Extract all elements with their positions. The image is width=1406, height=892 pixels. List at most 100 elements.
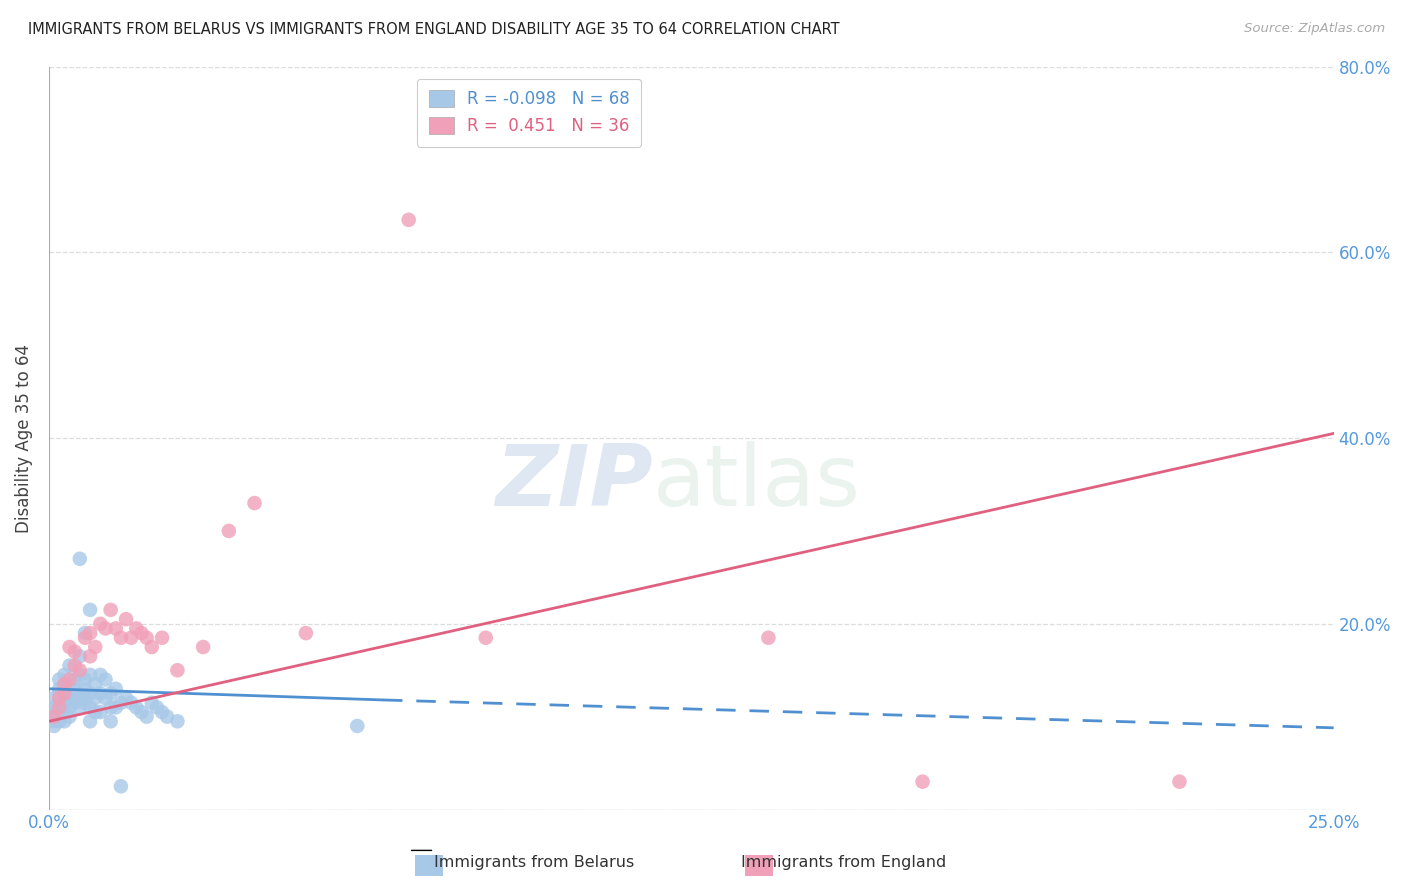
Point xyxy=(191,640,214,654)
Point xyxy=(48,700,70,714)
Point xyxy=(58,677,80,691)
Point xyxy=(94,673,117,687)
Point xyxy=(63,681,86,696)
Point xyxy=(42,691,65,706)
Point xyxy=(53,686,76,700)
Point xyxy=(104,700,127,714)
Point xyxy=(73,673,96,687)
Point xyxy=(63,691,86,706)
Point xyxy=(79,649,101,664)
FancyBboxPatch shape xyxy=(745,855,773,876)
Point xyxy=(63,673,86,687)
Point xyxy=(110,696,132,710)
Text: Immigrants from Belarus: Immigrants from Belarus xyxy=(434,855,634,870)
Point xyxy=(120,696,142,710)
Point xyxy=(125,700,148,714)
Point xyxy=(69,668,91,682)
Point xyxy=(243,496,266,510)
Point xyxy=(69,551,91,566)
Point xyxy=(53,700,76,714)
Point xyxy=(150,705,173,719)
Point xyxy=(120,631,142,645)
Point xyxy=(48,700,70,714)
Point xyxy=(53,696,76,710)
Point xyxy=(53,681,76,696)
Point xyxy=(63,696,86,710)
Point xyxy=(53,686,76,700)
Point xyxy=(100,700,122,714)
Point xyxy=(73,691,96,706)
Point xyxy=(79,700,101,714)
Point xyxy=(42,700,65,714)
Point xyxy=(758,631,780,645)
Point xyxy=(166,663,188,677)
Point xyxy=(48,686,70,700)
Point xyxy=(69,686,91,700)
Point xyxy=(58,691,80,706)
Point xyxy=(42,719,65,733)
Point xyxy=(911,774,934,789)
Point xyxy=(48,691,70,706)
Point xyxy=(94,691,117,706)
Point xyxy=(131,626,153,640)
Point xyxy=(48,702,70,716)
Point xyxy=(69,649,91,664)
Point xyxy=(79,668,101,682)
Point xyxy=(125,622,148,636)
Point xyxy=(79,626,101,640)
Point xyxy=(84,691,107,706)
Text: atlas: atlas xyxy=(652,442,860,524)
Point xyxy=(135,631,157,645)
Point xyxy=(48,691,70,706)
Point xyxy=(100,686,122,700)
Point xyxy=(141,640,163,654)
Point xyxy=(156,709,179,723)
Point xyxy=(69,663,91,677)
Point xyxy=(79,686,101,700)
Point xyxy=(53,668,76,682)
Point xyxy=(115,691,138,706)
Y-axis label: Disability Age 35 to 64: Disability Age 35 to 64 xyxy=(15,343,32,533)
Point xyxy=(42,709,65,723)
Point xyxy=(131,705,153,719)
Point xyxy=(84,705,107,719)
Point xyxy=(89,686,111,700)
Point xyxy=(48,681,70,696)
Point xyxy=(48,714,70,729)
Point xyxy=(295,626,318,640)
Point xyxy=(58,640,80,654)
Point xyxy=(73,626,96,640)
Point xyxy=(104,622,127,636)
Point xyxy=(63,645,86,659)
Point xyxy=(100,714,122,729)
Point xyxy=(135,709,157,723)
Point xyxy=(146,700,169,714)
Point xyxy=(89,668,111,682)
Point xyxy=(100,603,122,617)
Point xyxy=(69,700,91,714)
Point xyxy=(79,603,101,617)
Point xyxy=(42,714,65,729)
Point xyxy=(1168,774,1191,789)
Point xyxy=(73,696,96,710)
Point xyxy=(79,714,101,729)
Text: Source: ZipAtlas.com: Source: ZipAtlas.com xyxy=(1244,22,1385,36)
Point xyxy=(141,696,163,710)
Point xyxy=(58,658,80,673)
Point xyxy=(398,212,420,227)
Point xyxy=(166,714,188,729)
Point xyxy=(73,681,96,696)
Point xyxy=(346,719,368,733)
Point xyxy=(42,705,65,719)
Text: Immigrants from England: Immigrants from England xyxy=(741,855,946,870)
Point xyxy=(84,677,107,691)
Point xyxy=(58,673,80,687)
Point xyxy=(474,631,496,645)
Point xyxy=(115,612,138,626)
Text: ZIP: ZIP xyxy=(495,442,652,524)
Point xyxy=(53,677,76,691)
Point xyxy=(58,700,80,714)
Point xyxy=(218,524,240,538)
Point xyxy=(150,631,173,645)
Point xyxy=(84,640,107,654)
